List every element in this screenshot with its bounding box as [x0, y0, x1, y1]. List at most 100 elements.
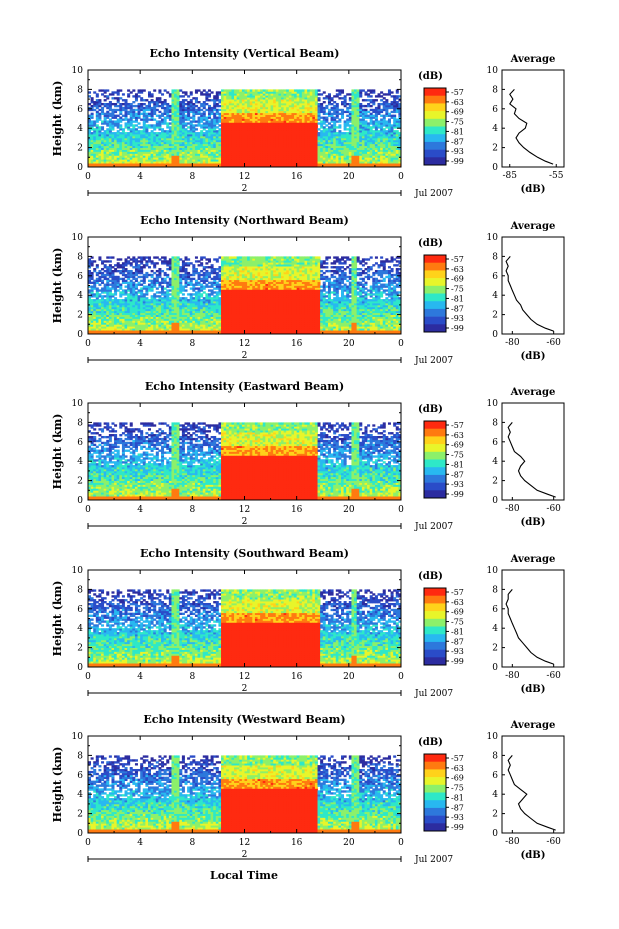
heatmap-cell: [221, 141, 225, 145]
heatmap-cell: [142, 299, 146, 302]
heatmap-cell: [234, 95, 238, 98]
heatmap-cell: [124, 114, 128, 117]
heatmap-cell: [270, 165, 274, 167]
heatmap-cell: [377, 147, 381, 150]
heatmap-cell: [121, 99, 125, 102]
heatmap-cell: [93, 104, 97, 108]
heatmap-cell: [364, 128, 368, 131]
heatmap-cell: [221, 101, 225, 104]
heatmap-cell: [244, 163, 248, 166]
heatmap-cell: [145, 124, 149, 127]
heatmap-cell: [150, 95, 154, 98]
heatmap-cell: [393, 95, 397, 98]
heatmap-cell: [228, 99, 232, 102]
heatmap-cell: [338, 143, 342, 147]
heatmap-cell: [158, 97, 162, 100]
heatmap-cell: [221, 151, 225, 154]
heatmap-cell: [359, 163, 363, 166]
heatmap-cell: [294, 99, 298, 102]
heatmap-cell: [281, 161, 285, 164]
heatmap-cell: [166, 155, 170, 158]
heatmap-cell: [327, 143, 331, 147]
heatmap-cell: [101, 310, 105, 314]
heatmap-cell: [244, 99, 248, 102]
panel-2: Echo Intensity (Northward Beam)Height (k…: [51, 214, 565, 366]
heatmap-cell: [121, 324, 125, 327]
heatmap-cell: [171, 91, 175, 94]
heatmap-cell: [226, 147, 230, 150]
heatmap-cell: [270, 122, 274, 125]
heatmap-cell: [398, 102, 401, 106]
heatmap-cell: [189, 106, 193, 110]
heatmap-cell: [314, 99, 318, 102]
heatmap-cell: [288, 99, 292, 102]
heatmap-cell: [221, 165, 225, 167]
heatmap-cell: [249, 120, 253, 123]
heatmap-cell: [333, 124, 337, 127]
colorbar-tick-label: -57: [451, 88, 464, 97]
heatmap-cell: [374, 163, 378, 166]
heatmap-cell: [218, 135, 222, 139]
heatmap-cell: [372, 120, 376, 123]
heatmap-cell: [124, 143, 128, 147]
heatmap-cell: [346, 157, 350, 160]
heatmap-cell: [215, 110, 219, 114]
heatmap-cell: [116, 118, 120, 121]
heatmap-cell: [228, 114, 232, 117]
heatmap-cell: [228, 157, 232, 160]
heatmap-cell: [367, 99, 371, 102]
heatmap-cell: [390, 101, 394, 104]
heatmap-cell: [393, 110, 397, 114]
heatmap-cell: [124, 268, 128, 271]
heatmap-cell: [108, 132, 112, 135]
heatmap-cell: [124, 102, 128, 106]
heatmap-cell: [327, 151, 331, 154]
heatmap-cell: [93, 322, 97, 325]
heatmap-cell: [127, 153, 131, 156]
heatmap-cell: [108, 256, 112, 259]
heatmap-cell: [114, 314, 118, 317]
heatmap-cell: [296, 99, 300, 102]
heatmap-cell: [244, 147, 248, 150]
heatmap-cell: [241, 135, 245, 139]
heatmap-cell: [95, 328, 99, 331]
heatmap-cell: [327, 95, 331, 98]
heatmap-cell: [168, 137, 172, 141]
heatmap-cell: [200, 118, 204, 121]
heatmap-cell: [372, 124, 376, 127]
heatmap-cell: [393, 134, 397, 137]
heatmap-cell: [101, 153, 105, 156]
heatmap-cell: [247, 135, 251, 139]
heatmap-cell: [241, 153, 245, 156]
heatmap-cell: [309, 102, 313, 106]
heatmap-cell: [231, 120, 235, 123]
heatmap-cell: [88, 161, 92, 164]
heatmap-cell: [354, 155, 358, 158]
heatmap-cell: [221, 135, 225, 139]
heatmap-cell: [330, 112, 334, 116]
heatmap-cell: [252, 143, 256, 147]
heatmap-cell: [372, 135, 376, 139]
heatmap-cell: [166, 104, 170, 108]
heatmap-cell: [132, 291, 136, 294]
heatmap-cell: [387, 149, 391, 152]
heatmap-cell: [163, 141, 167, 145]
heatmap-cell: [106, 132, 110, 135]
heatmap-cell: [333, 157, 337, 160]
heatmap-cell: [330, 130, 334, 133]
heatmap-cell: [106, 147, 110, 150]
heatmap-cell: [210, 106, 214, 110]
heatmap-cell: [184, 91, 188, 94]
heatmap-cell: [390, 157, 394, 160]
heatmap-cell: [101, 326, 105, 329]
heatmap-cell: [103, 330, 107, 333]
heatmap-cell: [354, 118, 358, 121]
heatmap-cell: [275, 132, 279, 135]
heatmap-cell: [338, 135, 342, 139]
heatmap-cell: [174, 118, 178, 121]
heatmap-cell: [153, 101, 157, 104]
heatmap-cell: [179, 159, 183, 162]
heatmap-cell: [88, 128, 92, 131]
heatmap-cell: [234, 159, 238, 162]
heatmap-cell: [288, 134, 292, 137]
